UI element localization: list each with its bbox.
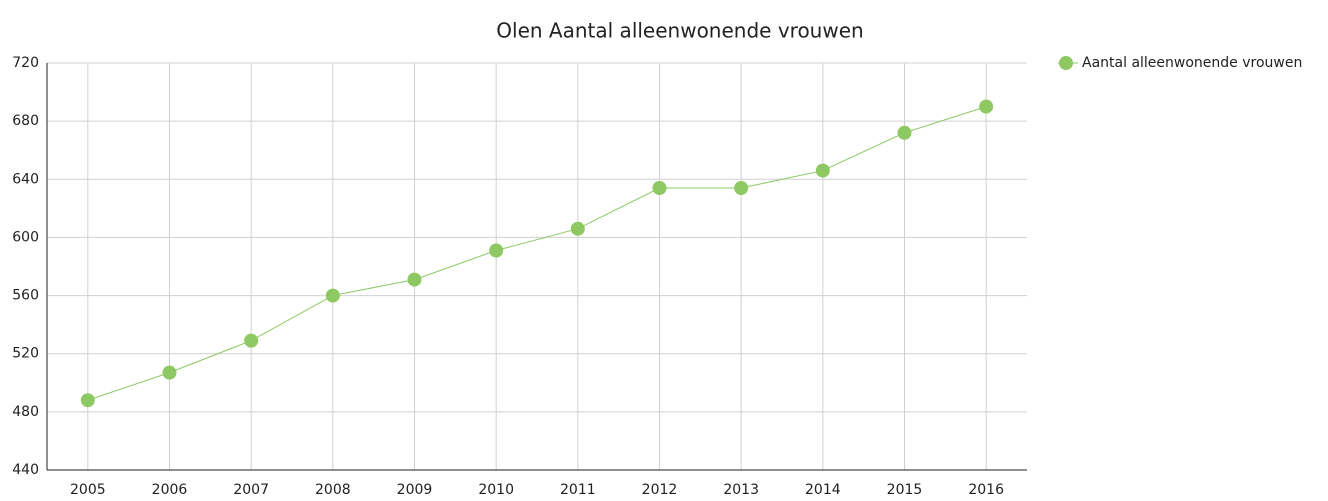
x-tick-label: 2007 [233,482,269,498]
data-point [80,393,95,408]
data-point [325,288,340,303]
data-point [570,221,585,236]
x-tick-label: 2005 [70,482,106,498]
data-point [407,272,422,287]
data-point [489,243,504,258]
data-point [979,99,994,114]
data-point [162,365,177,380]
x-tick-label: 2012 [642,482,678,498]
y-tick-label: 720 [12,55,39,71]
data-point [897,125,912,140]
data-point [652,181,667,196]
x-tick-label: 2014 [805,482,841,498]
data-point [734,181,749,196]
x-tick-label: 2008 [315,482,351,498]
chart-title: Olen Aantal alleenwonende vrouwen [496,19,863,43]
data-point [244,333,259,348]
x-tick-label: 2006 [152,482,188,498]
x-tick-label: 2016 [968,482,1004,498]
legend-label: Aantal alleenwonende vrouwen [1082,55,1302,71]
x-tick-label: 2015 [887,482,923,498]
x-tick-label: 2009 [397,482,433,498]
x-tick-label: 2011 [560,482,596,498]
x-tick-label: 2010 [478,482,514,498]
y-tick-label: 560 [12,288,39,304]
y-tick-label: 440 [12,462,39,478]
y-tick-label: 680 [12,113,39,129]
y-tick-label: 640 [12,171,39,187]
y-tick-label: 480 [12,404,39,420]
x-tick-label: 2013 [723,482,759,498]
y-tick-label: 520 [12,346,39,362]
data-point [815,163,830,178]
y-tick-label: 600 [12,229,39,245]
legend-marker [1059,56,1073,70]
series-line [87,106,987,401]
